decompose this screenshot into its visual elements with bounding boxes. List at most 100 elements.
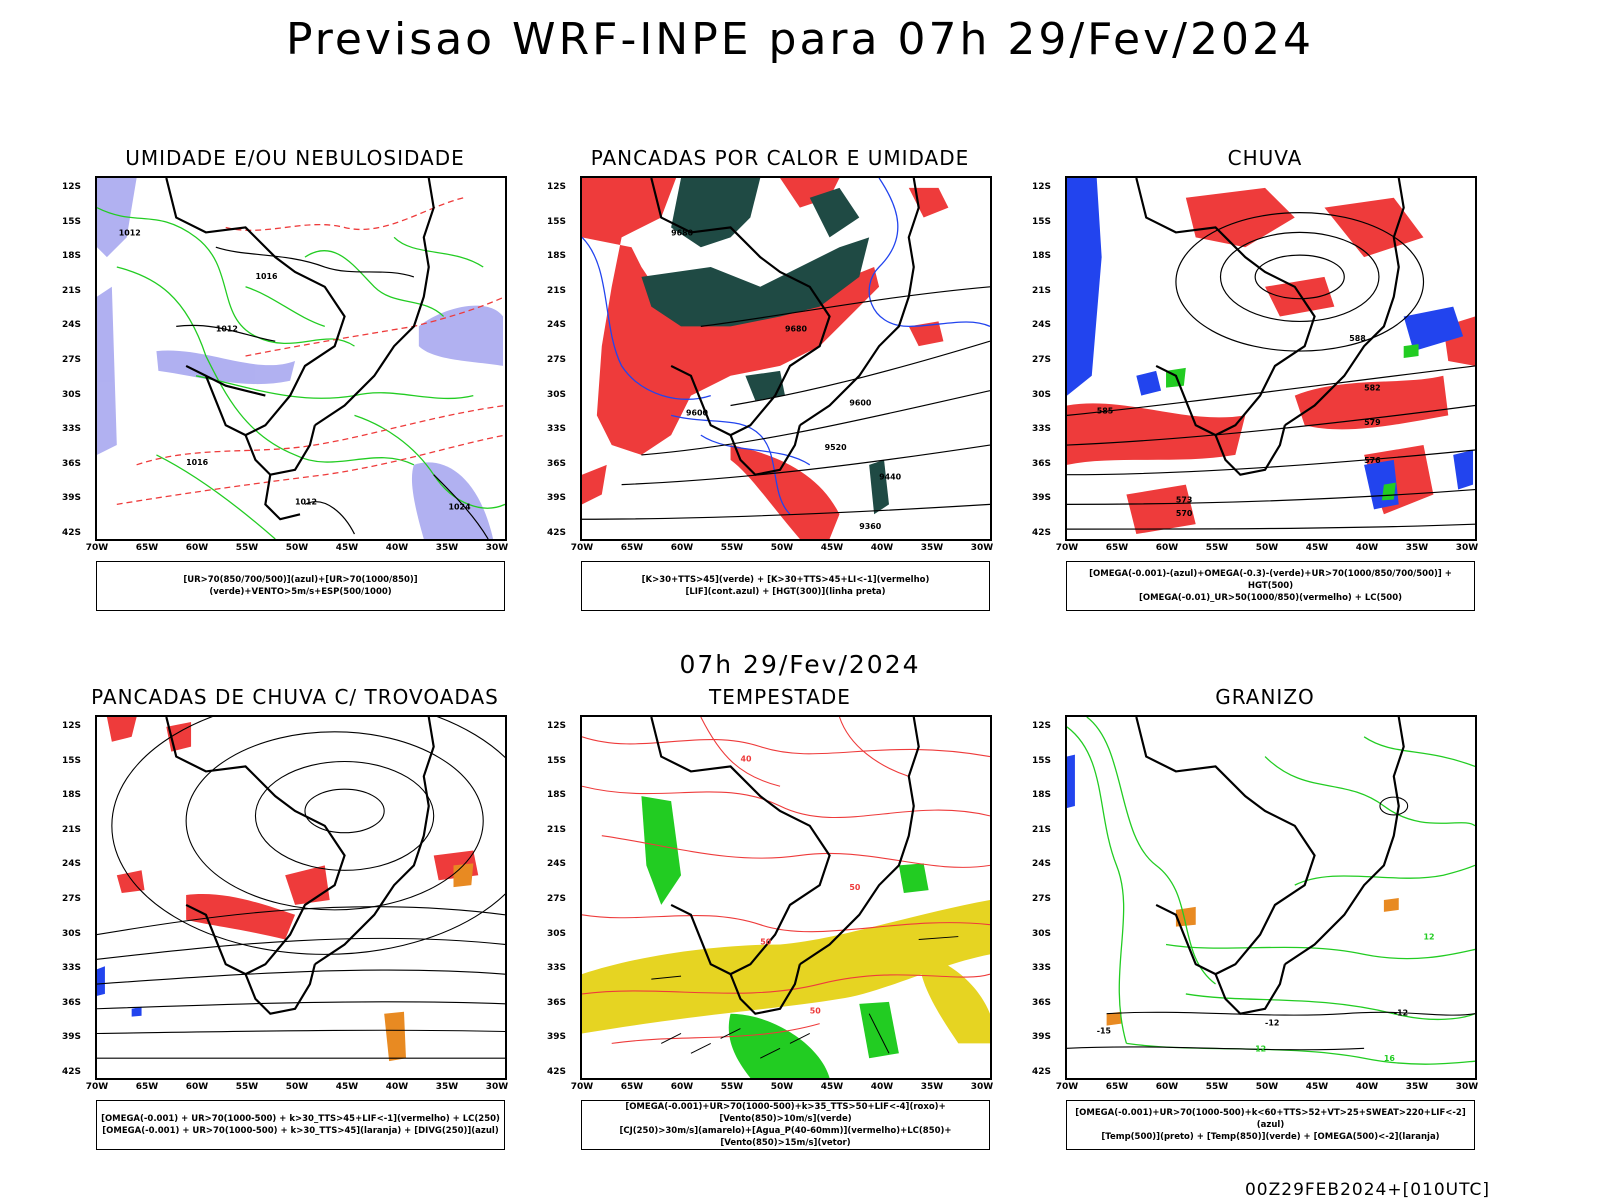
longitude-tick-label: 65W	[620, 543, 644, 553]
longitude-tick-label: 50W	[1255, 543, 1279, 553]
longitude-tick-label: 45W	[820, 1082, 844, 1092]
longitude-tick-label: 55W	[235, 1082, 259, 1092]
longitude-tick-label: 45W	[335, 1082, 359, 1092]
map-heat-showers: 9680 9600 9520 9440 9360 9600 9680	[580, 176, 992, 541]
longitude-tick-label: 65W	[135, 1082, 159, 1092]
longitude-tick-label: 40W	[385, 1082, 409, 1092]
latitude-tick-label: 30S	[547, 928, 567, 939]
map-rain: 588 585 582 579 576 573 570	[1065, 176, 1477, 541]
contour-hgt500	[1067, 212, 1475, 530]
svg-text:50: 50	[760, 937, 772, 946]
longitude-tick-label: 35W	[920, 1082, 944, 1092]
longitude-tick-label: 70W	[1055, 1082, 1079, 1092]
panel-humidity: UMIDADE E/OU NEBULOSIDADE 12S 15S 18S 21S 24…	[62, 146, 510, 636]
svg-text:588: 588	[1349, 334, 1366, 343]
latitude-axis: 12S 15S 18S 21S 24S 27S 30S 33S 36S 39S 42S	[1032, 176, 1066, 541]
latitude-tick-label: 21S	[62, 824, 82, 835]
fill-orange	[384, 863, 474, 1062]
country-borders	[1135, 717, 1405, 1015]
longitude-axis: 70W 65W 60W 55W 50W 45W 40W 35W 30W	[86, 1082, 508, 1096]
latitude-tick-label: 18S	[1032, 251, 1052, 262]
latitude-tick-label: 24S	[547, 859, 567, 870]
longitude-axis: 70W 65W 60W 55W 50W 45W 40W 35W 30W	[571, 1082, 993, 1096]
longitude-tick-label: 70W	[85, 543, 109, 553]
svg-text:50: 50	[849, 883, 861, 892]
latitude-tick-label: 12S	[62, 721, 82, 731]
svg-text:9600: 9600	[686, 408, 709, 417]
svg-text:9600: 9600	[849, 398, 872, 407]
svg-text:1012: 1012	[216, 324, 238, 333]
latitude-tick-label: 30S	[547, 389, 567, 400]
longitude-tick-label: 40W	[1355, 1082, 1379, 1092]
country-borders	[1135, 178, 1405, 476]
latitude-axis: 12S 15S 18S 21S 24S 27S 30S 33S 36S 39S 42S	[62, 715, 96, 1080]
fill-yellow-jet	[582, 899, 990, 1044]
latitude-tick-label: 27S	[547, 893, 567, 904]
latitude-tick-label: 39S	[1032, 1032, 1052, 1043]
run-timestamp: 00Z29FEB2024+[010UTC]	[1244, 1180, 1490, 1200]
panel-title: TEMPESTADE	[709, 685, 851, 709]
latitude-tick-label: 30S	[1032, 928, 1052, 939]
longitude-tick-label: 55W	[1205, 1082, 1229, 1092]
longitude-tick-label: 60W	[185, 543, 209, 553]
panel-storm: TEMPESTADE 12S 15S 18S 21S 24S 27S 30S 33S 36S 39…	[547, 685, 995, 1175]
country-borders	[165, 178, 435, 521]
longitude-axis: 70W 65W 60W 55W 50W 45W 40W 35W 30W	[571, 543, 993, 557]
svg-text:576: 576	[1364, 456, 1381, 465]
contour-hgt300	[582, 286, 990, 520]
latitude-tick-label: 24S	[1032, 320, 1052, 331]
latitude-tick-label: 18S	[62, 251, 82, 262]
latitude-tick-label: 12S	[547, 182, 567, 192]
longitude-tick-label: 60W	[1155, 1082, 1179, 1092]
latitude-tick-label: 30S	[62, 928, 82, 939]
contour-value-labels: 1012 1012 1016 1016 1012 1024	[119, 228, 471, 511]
longitude-tick-label: 35W	[435, 1082, 459, 1092]
longitude-tick-label: 50W	[285, 1082, 309, 1092]
map-canvas: 9680 9600 9520 9440 9360 9600 9680	[582, 178, 990, 539]
latitude-tick-label: 27S	[62, 893, 82, 904]
longitude-tick-label: 60W	[670, 543, 694, 553]
latitude-tick-label: 42S	[547, 527, 567, 538]
svg-text:1016: 1016	[255, 272, 278, 281]
latitude-tick-label: 15S	[547, 755, 567, 766]
svg-text:1024: 1024	[449, 502, 472, 511]
latitude-tick-label: 12S	[1032, 721, 1052, 731]
latitude-tick-label: 33S	[547, 424, 567, 435]
longitude-tick-label: 40W	[870, 1082, 894, 1092]
map-storm: 40 50 50 50	[580, 715, 992, 1080]
longitude-tick-label: 50W	[285, 543, 309, 553]
latitude-tick-label: 27S	[547, 354, 567, 365]
longitude-tick-label: 70W	[85, 1082, 109, 1092]
longitude-tick-label: 45W	[1305, 543, 1329, 553]
map-thunderstorms	[95, 715, 507, 1080]
svg-text:1012: 1012	[119, 228, 141, 237]
latitude-tick-label: 27S	[1032, 354, 1052, 365]
country-borders	[165, 717, 435, 1015]
contour-value-labels: 40 50 50 50	[740, 755, 860, 1016]
latitude-tick-label: 24S	[547, 320, 567, 331]
longitude-tick-label: 45W	[1305, 1082, 1329, 1092]
latitude-tick-label: 30S	[62, 389, 82, 400]
svg-text:573: 573	[1176, 495, 1193, 504]
longitude-tick-label: 50W	[770, 1082, 794, 1092]
latitude-tick-label: 39S	[1032, 493, 1052, 504]
longitude-tick-label: 40W	[385, 543, 409, 553]
svg-text:579: 579	[1364, 418, 1381, 427]
longitude-tick-label: 35W	[1405, 543, 1429, 553]
latitude-tick-label: 24S	[62, 859, 82, 870]
contour-temp850-green	[1067, 717, 1475, 1065]
svg-text:1012: 1012	[295, 497, 317, 506]
latitude-tick-label: 21S	[547, 285, 567, 296]
latitude-tick-label: 33S	[547, 963, 567, 974]
contour-value-labels: -12 -15 -12 12 16 12	[1097, 933, 1435, 1064]
contour-value-labels: 9680 9600 9520 9440 9360 9600 9680	[671, 228, 901, 531]
map-canvas: -12 -15 -12 12 16 12	[1067, 717, 1475, 1065]
latitude-tick-label: 15S	[1032, 755, 1052, 766]
longitude-tick-label: 40W	[1355, 543, 1379, 553]
latitude-tick-label: 30S	[1032, 389, 1052, 400]
contour-temp500-black	[1067, 796, 1475, 1051]
main-title: Previsao WRF-INPE para 07h 29/Fev/2024	[286, 14, 1314, 65]
longitude-tick-label: 45W	[820, 543, 844, 553]
svg-text:-15: -15	[1097, 1026, 1111, 1035]
longitude-tick-label: 65W	[1105, 1082, 1129, 1092]
